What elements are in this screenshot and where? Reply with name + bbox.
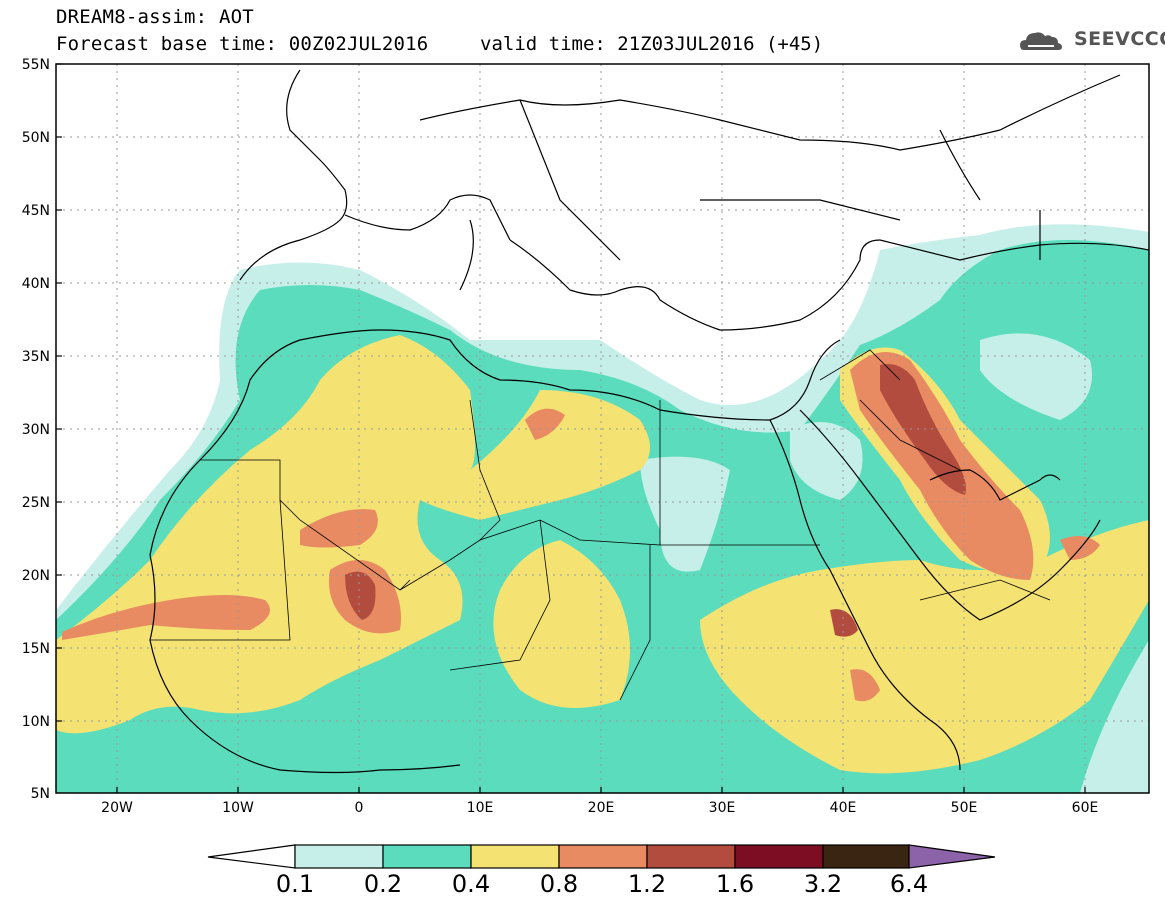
lon-label: 30E [709,800,736,816]
colorbar-label: 0.8 [539,870,579,898]
colorbar-swatch [382,844,472,869]
lat-label: 35N [22,349,50,365]
colorbar-swatch [734,844,824,869]
colorbar-low-arrow [207,844,296,869]
aot-contour-0.1-gulf [790,422,863,500]
colorbar-swatch [558,844,648,869]
lat-label: 55N [22,57,50,73]
colorbar-label: 6.4 [889,870,929,898]
lat-label: 15N [22,641,50,657]
aot-contour-0.1-inner [640,456,730,572]
lon-label: 20E [588,800,615,816]
map-title: DREAM8-assim: AOT [56,6,254,28]
lat-label: 30N [22,422,50,438]
colorbar-swatch [294,844,384,869]
colorbar-label: 0.4 [451,870,491,898]
aot-contour-0.8-libya [525,408,565,440]
lat-label: 50N [22,130,50,146]
graticule [56,64,1149,793]
aot-contour-0.8-sahel [62,595,270,640]
coastlines [149,69,1149,774]
lat-label: 10N [22,714,50,730]
lat-label: 40N [22,276,50,292]
lat-label: 45N [22,203,50,219]
lat-label: 5N [31,786,50,802]
lon-label: 40E [830,800,857,816]
lon-label: 0 [355,800,364,816]
country-borders [150,349,1051,701]
aot-contour-0.4-east [493,540,630,708]
aot-contour-1.2-niger [345,571,376,620]
lat-label: 20N [22,568,50,584]
colorbar-high-arrow [908,844,996,869]
latitude-labels: 55N 50N 45N 40N 35N 30N 25N 20N 15N 10N … [22,57,50,802]
colorbar-label: 0.2 [363,870,403,898]
colorbar-label: 0.1 [275,870,315,898]
tick-marks [56,63,1086,793]
colorbar [207,844,996,869]
cloud-logo-icon [1020,32,1062,50]
aot-contour-0.8-mali [300,509,378,548]
aot-contour-1.2-sudan [830,609,858,637]
aot-contour-0.4-arabia [700,520,1149,774]
lat-label: 25N [22,495,50,511]
colorbar-label: 3.2 [803,870,843,898]
colorbar-label: 1.6 [715,870,755,898]
lon-label: 20W [101,800,133,816]
colorbar-swatch [646,844,736,869]
aot-contour-0.1-caspian [980,333,1092,420]
colorbar-label: 1.2 [627,870,667,898]
longitude-labels: 20W 10W 0 10E 20E 30E 40E 50E 60E [101,800,1098,816]
lon-label: 60E [1072,800,1099,816]
aot-contour-0.8-eritrea [850,669,880,702]
colorbar-swatch [470,844,560,869]
logo-text: SEEVCCC [1074,28,1165,50]
lon-label: 10W [222,800,254,816]
lon-label: 50E [951,800,978,816]
base-time-label: Forecast base time: 00Z02JUL2016 [56,33,429,55]
valid-time-label: valid time: 21Z03JUL2016 (+45) [480,33,824,55]
lon-label: 10E [467,800,494,816]
colorbar-swatch [822,844,910,869]
